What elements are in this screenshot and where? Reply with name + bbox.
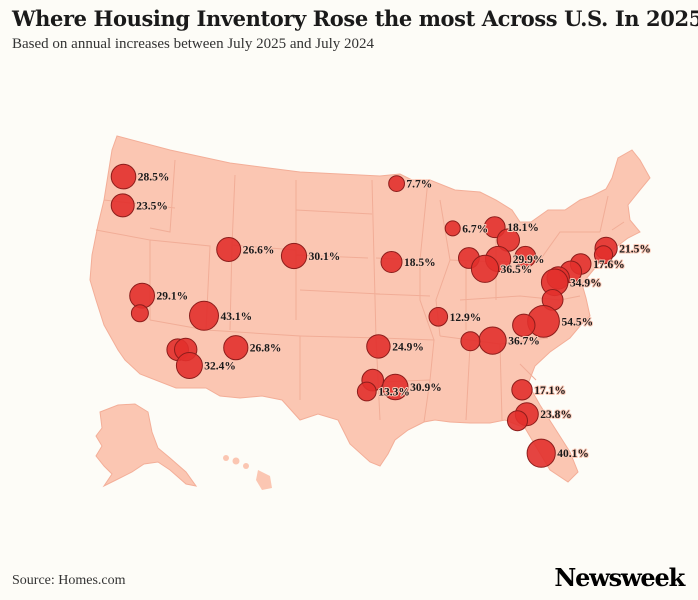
hawaii-land — [223, 455, 272, 490]
metro-label: 30.9% — [410, 382, 442, 394]
metro-label: 6.7% — [462, 223, 488, 235]
metro-label: 32.4% — [204, 361, 236, 373]
metro-bubble — [175, 352, 203, 379]
metro-label: 18.5% — [404, 257, 436, 269]
metro-bubble — [511, 379, 533, 401]
metro-bubble — [444, 220, 461, 237]
metro-bubble — [110, 193, 135, 218]
metro-bubble — [110, 163, 137, 190]
metro-bubble — [514, 245, 537, 268]
source-note: Source: Homes.com — [12, 573, 126, 588]
metro-label: 12.9% — [450, 312, 482, 324]
metro-label: 40.1% — [557, 448, 589, 460]
metro-label: 36.5% — [501, 264, 533, 276]
metro-bubble — [460, 331, 481, 352]
metro-bubble — [388, 175, 406, 193]
metro-labels: 28.5% 23.5% 29.1% 26.6% 30.1% 43.1% 32.4% 26.8%… — [135, 171, 652, 462]
metro-bubble — [356, 381, 377, 402]
metro-label: 43.1% — [221, 311, 253, 323]
metro-bubble — [223, 335, 249, 361]
metro-bubble — [470, 254, 500, 283]
metro-label: 18.1% — [507, 222, 539, 234]
metro-label: 29.9% — [513, 254, 545, 266]
chart-title: Where Housing Inventory Rose the most Ac… — [12, 6, 698, 31]
metro-bubble — [478, 326, 507, 355]
metro-label: 17.1% — [534, 385, 566, 397]
metro-label: 26.6% — [243, 245, 275, 257]
metro-bubble — [216, 237, 242, 262]
metro-label: 36.7% — [508, 336, 540, 348]
metro-bubbles — [110, 163, 618, 468]
metro-label: 28.5% — [138, 172, 170, 184]
metro-bubble — [366, 334, 391, 359]
metro-bubble — [593, 245, 614, 265]
alaska-land — [95, 403, 198, 488]
metro-bubble — [280, 242, 308, 270]
metro-bubble — [380, 251, 403, 273]
land-layer — [89, 135, 651, 490]
metro-label: 24.9% — [392, 341, 424, 353]
metro-bubble — [382, 373, 409, 401]
metro-label: 34.9% — [570, 277, 602, 289]
metro-label: 23.8% — [540, 409, 572, 421]
metro-label: 17.6% — [593, 259, 625, 271]
metro-label: 29.1% — [157, 291, 189, 303]
metro-bubble — [526, 438, 556, 468]
metro-label: 30.1% — [309, 251, 341, 263]
chart-subtitle: Based on annual increases between July 2… — [12, 36, 374, 52]
metro-label: 21.5% — [619, 243, 651, 255]
newsweek-logo: Newsweek — [554, 563, 685, 592]
metro-bubble — [512, 313, 536, 337]
metro-bubble — [507, 410, 528, 432]
metro-label: 54.5% — [562, 316, 594, 328]
metro-bubble — [189, 300, 219, 331]
contiguous-us-land — [89, 135, 651, 483]
metro-label: 23.5% — [136, 200, 168, 212]
metro-bubble — [130, 304, 149, 323]
metro-label: 7.7% — [406, 179, 432, 191]
metro-bubble — [428, 307, 449, 327]
metro-bubble — [129, 282, 156, 309]
metro-label: 13.3% — [378, 387, 410, 399]
metro-label: 26.8% — [250, 343, 282, 355]
